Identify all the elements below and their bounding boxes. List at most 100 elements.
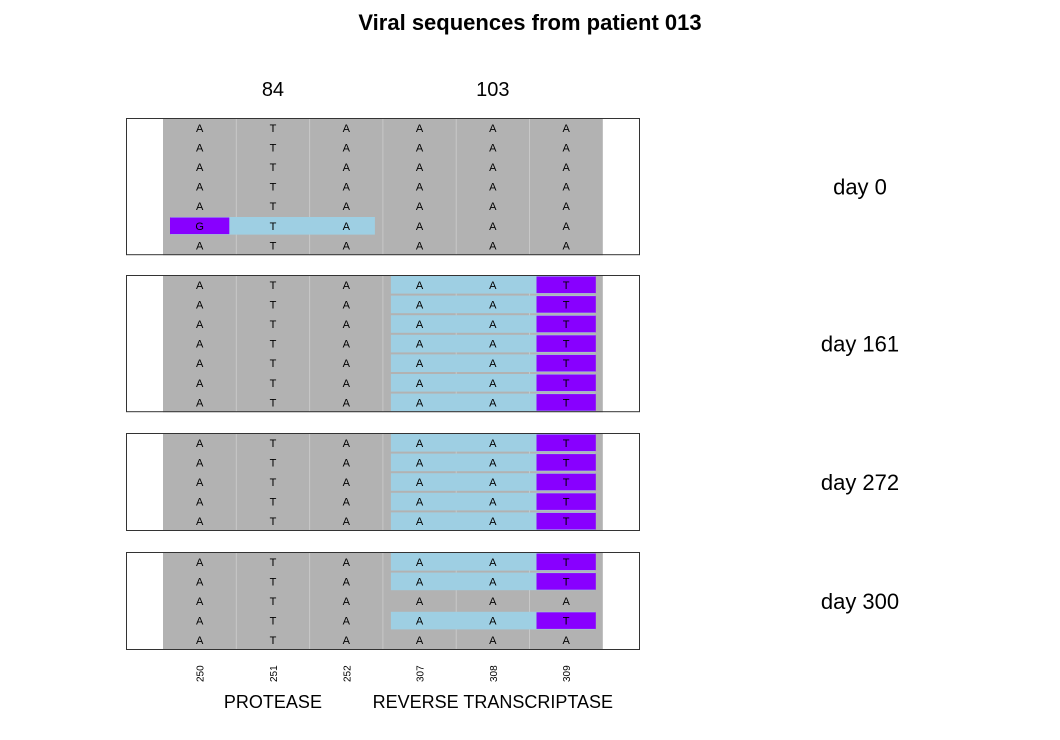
base-letter: A <box>489 477 497 489</box>
base-letter: A <box>489 319 497 331</box>
base-letter: A <box>196 635 204 647</box>
base-letter: A <box>562 221 570 233</box>
base-letter: A <box>562 142 570 154</box>
base-letter: A <box>416 397 424 409</box>
base-letter: A <box>416 635 424 647</box>
base-letter: A <box>196 162 204 174</box>
mutated-base-highlight <box>536 374 596 392</box>
base-letter: A <box>416 221 424 233</box>
base-letter: A <box>489 123 497 135</box>
base-letter: T <box>270 576 277 588</box>
region-label: PROTEASE <box>224 692 322 712</box>
panel-border <box>126 552 640 650</box>
base-letter: T <box>270 457 277 469</box>
base-letter: T <box>563 339 570 351</box>
day-label: day 272 <box>821 470 899 495</box>
base-letter: A <box>343 557 351 569</box>
panel-day-161: A T A A A TA T A A A TA T A A A TA T A A A TA T A A A TA T A A A TA T A A… <box>126 275 899 413</box>
base-letter: A <box>489 378 497 390</box>
base-letter: T <box>270 339 277 351</box>
base-letter: A <box>562 240 570 252</box>
base-letter: A <box>196 358 204 370</box>
base-letter: T <box>563 516 570 528</box>
mutated-base-highlight <box>536 553 596 571</box>
base-letter: A <box>343 358 351 370</box>
base-letter: T <box>270 378 277 390</box>
panel-border <box>126 118 640 256</box>
base-letter: A <box>416 201 424 213</box>
base-letter: A <box>196 339 204 351</box>
chart-title: Viral sequences from patient 013 <box>358 10 701 35</box>
base-letter: A <box>489 516 497 528</box>
base-letter: A <box>562 635 570 647</box>
base-letter: T <box>270 221 277 233</box>
mutated-base-highlight <box>170 217 230 235</box>
base-letter: A <box>196 477 204 489</box>
base-letter: A <box>196 438 204 450</box>
base-letter: A <box>489 438 497 450</box>
base-letter: T <box>270 477 277 489</box>
base-letter: A <box>196 576 204 588</box>
position-label: 309 <box>562 665 573 682</box>
base-letter: A <box>343 616 351 628</box>
base-letter: A <box>196 457 204 469</box>
base-letter: A <box>196 182 204 194</box>
base-letter: T <box>563 378 570 390</box>
base-letter: A <box>489 635 497 647</box>
panel-border <box>126 275 640 413</box>
mutated-base-highlight <box>536 276 596 294</box>
mutated-base-highlight <box>536 573 596 590</box>
base-letter: A <box>489 221 497 233</box>
mutated-base-highlight <box>536 512 596 530</box>
base-letter: A <box>416 280 424 292</box>
base-letter: A <box>196 201 204 213</box>
base-letter: A <box>196 240 204 252</box>
base-letter: A <box>416 557 424 569</box>
mutated-base-highlight <box>536 493 596 510</box>
base-letter: T <box>270 162 277 174</box>
base-letter: A <box>416 162 424 174</box>
base-letter: A <box>343 123 351 135</box>
base-letter: A <box>343 299 351 311</box>
base-letter: T <box>270 397 277 409</box>
base-letter: A <box>343 516 351 528</box>
base-letter: A <box>196 123 204 135</box>
base-letter: T <box>563 457 570 469</box>
base-letter: T <box>563 616 570 628</box>
base-letter: A <box>196 557 204 569</box>
mutated-base-highlight <box>536 335 596 352</box>
base-letter: T <box>270 358 277 370</box>
base-letter: A <box>343 201 351 213</box>
base-letter: A <box>196 497 204 509</box>
base-letter: A <box>416 339 424 351</box>
base-letter: A <box>489 397 497 409</box>
base-letter: T <box>270 516 277 528</box>
base-letter: A <box>489 497 497 509</box>
codon-labels: 84 103 <box>262 79 510 101</box>
base-letter: T <box>270 319 277 331</box>
base-letter: A <box>416 516 424 528</box>
base-letter: A <box>489 557 497 569</box>
base-letter: A <box>343 339 351 351</box>
base-letter: A <box>416 358 424 370</box>
base-letter: A <box>416 182 424 194</box>
base-letter: T <box>270 497 277 509</box>
base-letter: A <box>416 438 424 450</box>
position-label: 307 <box>416 665 427 682</box>
base-letter: A <box>489 142 497 154</box>
base-letter: A <box>562 123 570 135</box>
base-letter: A <box>416 457 424 469</box>
base-letter: A <box>196 378 204 390</box>
base-letter: A <box>416 576 424 588</box>
day-label: day 0 <box>833 175 887 200</box>
base-letter: A <box>343 280 351 292</box>
base-letter: A <box>343 497 351 509</box>
base-letter: A <box>343 596 351 608</box>
base-letter: A <box>416 142 424 154</box>
position-label: 252 <box>342 665 353 682</box>
base-letter: A <box>343 182 351 194</box>
mutated-base-highlight <box>536 394 596 411</box>
base-letter: A <box>489 358 497 370</box>
day-label: day 161 <box>821 332 899 357</box>
